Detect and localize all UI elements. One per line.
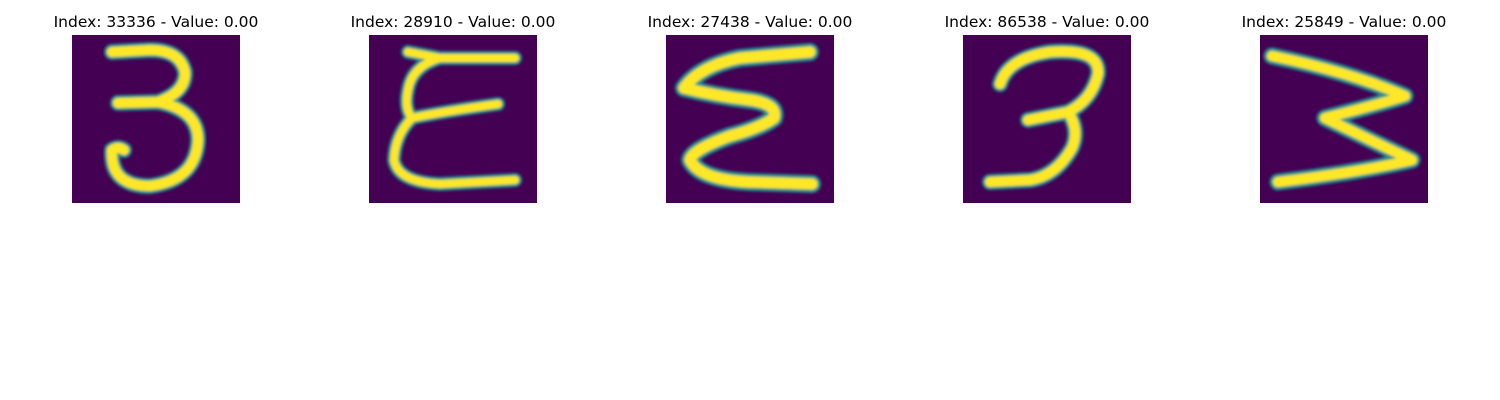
panel-2-title: Index: 28910 - Value: 0.00 (351, 13, 556, 31)
panel-3-title: Index: 27438 - Value: 0.00 (648, 13, 853, 31)
panel-4: Index: 86538 - Value: 0.00 (945, 13, 1150, 203)
panel-1-title: Index: 33336 - Value: 0.00 (54, 13, 259, 31)
panel-5-title: Index: 25849 - Value: 0.00 (1242, 13, 1447, 31)
panel-5-image (1260, 35, 1428, 203)
panel-4-title: Index: 86538 - Value: 0.00 (945, 13, 1150, 31)
panel-3: Index: 27438 - Value: 0.00 (648, 13, 853, 203)
panel-2: Index: 28910 - Value: 0.00 (351, 13, 556, 203)
panel-5: Index: 25849 - Value: 0.00 (1242, 13, 1447, 203)
panel-3-image (666, 35, 834, 203)
panel-4-image (963, 35, 1131, 203)
panel-1: Index: 33336 - Value: 0.00 (54, 13, 259, 203)
panel-2-image (369, 35, 537, 203)
panel-1-image (72, 35, 240, 203)
